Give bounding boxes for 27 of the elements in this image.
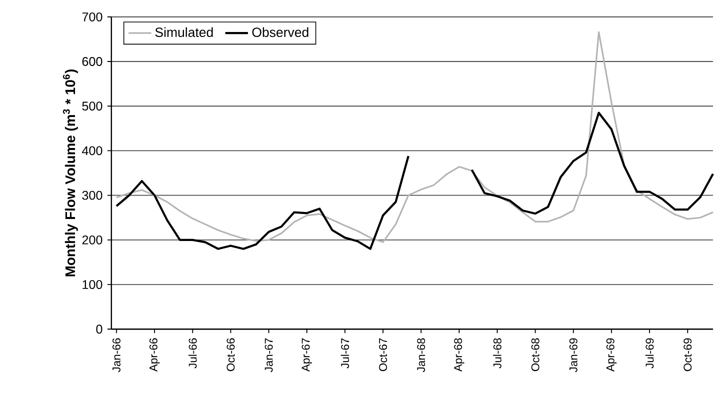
x-tick-label: Jul-69 [645,338,654,368]
y-tick-label: 300 [82,191,102,200]
y-tick-label: 200 [82,236,102,245]
x-tick-label: Apr-69 [606,338,617,372]
y-axis-title: Monthly Flow Volume (m$^{3}$ * 10$^{6}$) [62,70,78,276]
y-tick-label: 700 [82,12,102,22]
x-tick-label: Jan-69 [569,338,578,372]
x-tick-label: Jan-66 [112,338,120,372]
x-tick-label: Oct-69 [684,338,692,372]
x-tick-label: Apr-68 [454,338,464,372]
legend-label: Observed [252,27,308,38]
x-tick-label: Oct-68 [531,338,540,372]
x-tick-label: Jul-68 [493,338,502,368]
legend-label: Simulated [155,27,213,38]
x-tick-label: Jul-67 [340,338,350,368]
y-tick-label: 500 [82,102,102,111]
x-tick-label: Oct-67 [379,338,387,372]
x-tick-label: Apr-67 [302,338,312,372]
y-tick-label: 600 [82,57,102,66]
y-tick-label: 100 [82,280,102,290]
x-tick-label: Oct-66 [226,338,235,372]
x-tick-label: Jan-67 [264,338,273,372]
x-tick-label: Jan-68 [417,338,426,372]
y-tick-label: 400 [82,146,102,156]
x-tick-label: Jul-66 [188,338,197,368]
x-tick-label: Apr-66 [149,338,160,372]
y-tick-label: 0 [96,324,102,334]
